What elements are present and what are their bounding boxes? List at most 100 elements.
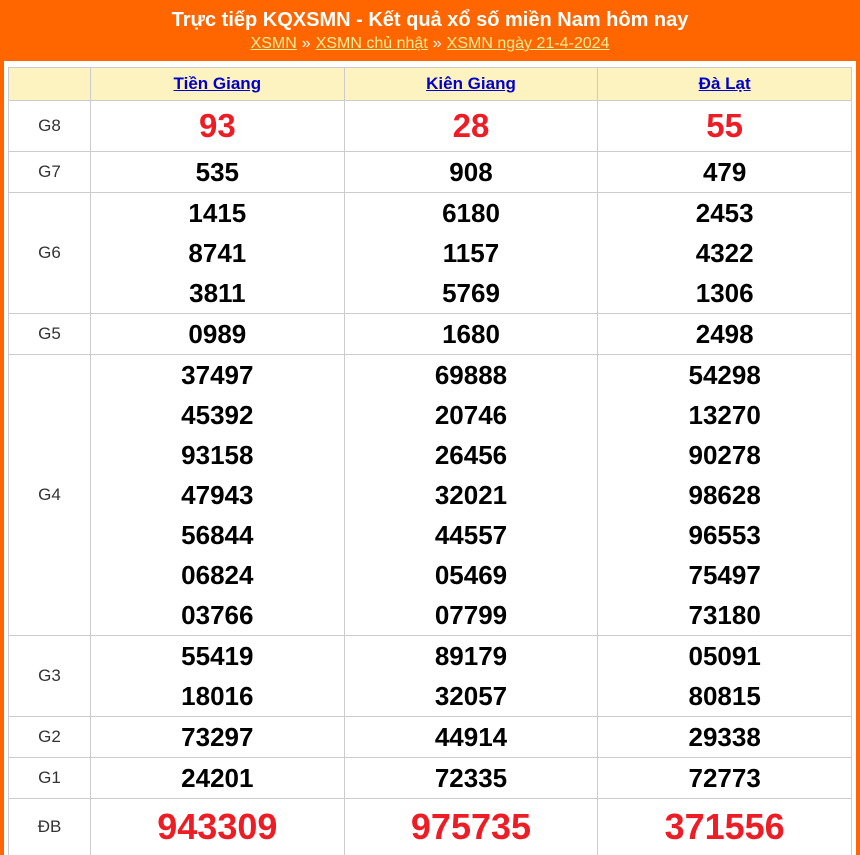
result-cell: 44914 [343,716,599,758]
table-row: G4 37497 45392 93158 47943 56844 06824 03766 698… [8,354,852,636]
breadcrumb-separator: » [301,35,311,52]
result-cell: 55419 18016 [90,635,345,717]
result-number: 80815 [688,681,761,711]
result-number: 975735 [410,806,532,847]
result-number: 371556 [664,806,785,847]
result-cell: 28 [343,100,599,152]
result-number: 28 [452,107,490,144]
province-link[interactable]: Đà Lạt [698,74,751,93]
result-number: 32021 [434,480,508,510]
result-number: 2498 [695,319,754,349]
result-cell: 73297 [90,716,345,758]
result-cell: 89179 32057 [343,635,599,717]
prize-label: G5 [8,313,91,355]
province-link[interactable]: Tiền Giang [173,74,262,93]
result-number: 93158 [181,440,254,470]
result-cell: 29338 [597,716,852,758]
prize-label: G4 [8,354,91,636]
result-number: 2453 [695,198,754,228]
result-number: 3811 [189,278,246,308]
result-number: 1680 [442,319,500,349]
result-number: 20746 [434,400,508,430]
table-row: ĐB 943309 975735 371556 [8,798,852,855]
province-column-header: Đà Lạt [597,67,852,101]
prize-label: G2 [8,716,91,758]
result-number: 56844 [181,520,254,550]
result-number: 47943 [181,480,254,510]
result-number: 69888 [434,360,508,390]
result-cell: 371556 [597,798,852,855]
breadcrumb-separator: » [432,35,442,52]
result-cell: 535 [90,151,345,193]
results-table-body: G8 93 28 55 G7 535 908 479 G6 1415 8741 3811 6180 115… [8,100,852,855]
breadcrumb-link[interactable]: XSMN [250,35,297,52]
result-cell: 05091 80815 [597,635,852,717]
result-number: 6180 [442,198,500,228]
result-cell: 24201 [90,757,345,799]
result-number: 96553 [688,520,761,550]
table-row: G5 0989 1680 2498 [8,313,852,355]
breadcrumb-link[interactable]: XSMN ngày 21-4-2024 [446,35,610,52]
result-number: 1306 [695,278,754,308]
result-cell: 69888 20746 26456 32021 44557 05469 07799 [343,354,599,636]
result-number: 1157 [442,238,500,268]
breadcrumb-link[interactable]: XSMN chủ nhật [315,35,428,52]
result-number: 07799 [434,600,508,630]
table-row: G7 535 908 479 [8,151,852,193]
province-column-header: Kiên Giang [343,67,599,101]
result-number: 29338 [688,722,761,752]
result-cell: 2498 [597,313,852,355]
result-number: 03766 [181,600,254,630]
result-number: 90278 [688,440,761,470]
result-number: 0989 [188,319,247,349]
result-number: 54298 [688,360,761,390]
result-number: 8741 [188,238,247,268]
result-number: 05091 [688,641,761,671]
result-cell: 943309 [90,798,345,855]
page-title: Trực tiếp KQXSMN - Kết quả xổ số miền Na… [171,9,689,31]
result-number: 45392 [181,400,254,430]
result-number: 73180 [688,600,761,630]
prize-label: ĐB [8,798,91,855]
prize-label: G8 [8,100,91,152]
result-number: 98628 [688,480,761,510]
result-number: 18016 [181,681,254,711]
result-number: 89179 [434,641,508,671]
result-number: 24201 [181,763,254,793]
table-row: G8 93 28 55 [8,100,852,152]
breadcrumb: XSMN» XSMN chủ nhật» XSMN ngày 21-4-2024 [0,34,860,54]
result-number: 4322 [695,238,754,268]
province-link[interactable]: Kiên Giang [426,74,516,93]
result-cell: 975735 [343,798,599,855]
result-cell: 54298 13270 90278 98628 96553 75497 73180 [597,354,852,636]
prize-label: G3 [8,635,91,717]
table-row: G1 24201 72335 72773 [8,757,852,799]
result-number: 1415 [188,198,247,228]
result-number: 37497 [181,360,254,390]
result-number: 75497 [688,560,761,590]
result-number: 535 [195,157,240,187]
result-number: 73297 [181,722,254,752]
result-number: 32057 [434,681,508,711]
result-cell: 1415 8741 3811 [90,192,345,314]
result-cell: 55 [597,100,852,152]
result-cell: 2453 4322 1306 [597,192,852,314]
result-number: 72335 [434,763,508,793]
result-number: 05469 [434,560,508,590]
result-cell: 479 [597,151,852,193]
result-cell: 37497 45392 93158 47943 56844 06824 03766 [90,354,345,636]
result-number: 26456 [434,440,508,470]
result-cell: 1680 [343,313,599,355]
result-number: 13270 [688,400,761,430]
results-panel: Tiền Giang Kiên Giang Đà Lạt G8 93 28 55 G7 535… [4,61,856,855]
result-cell: 908 [343,151,599,193]
result-cell: 72335 [343,757,599,799]
result-number: 943309 [157,806,278,847]
prize-column-header [8,67,91,101]
result-number: 908 [449,157,493,187]
result-number: 72773 [688,763,761,793]
header-banner: Trực tiếp KQXSMN - Kết quả xổ số miền Na… [0,0,860,61]
result-number: 479 [702,157,747,187]
results-table: Tiền Giang Kiên Giang Đà Lạt G8 93 28 55 G7 535… [8,67,852,855]
